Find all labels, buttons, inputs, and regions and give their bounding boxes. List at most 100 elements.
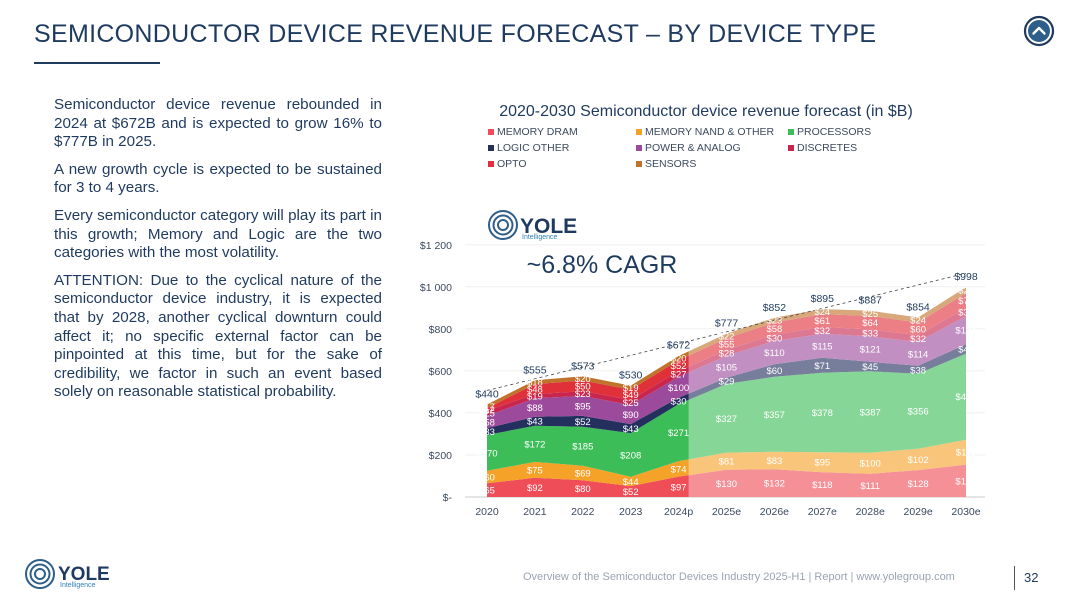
total-label: $672 xyxy=(667,340,691,352)
data-label: $80 xyxy=(575,484,591,495)
total-label: $777 xyxy=(715,318,739,330)
page-title: SEMICONDUCTOR DEVICE REVENUE FORECAST – … xyxy=(34,20,877,48)
x-tick-label: 2030e xyxy=(951,506,980,518)
cagr-trend-line xyxy=(486,272,967,391)
legend-label: MEMORY NAND & OTHER xyxy=(645,126,775,138)
data-label: $55 xyxy=(719,340,735,351)
total-label: $998 xyxy=(954,271,978,283)
area-series xyxy=(487,344,966,435)
legend-swatch xyxy=(636,145,642,151)
data-label: $75 xyxy=(527,465,543,476)
footer-logo-sub: Intelligence xyxy=(60,582,96,589)
data-label: $19 xyxy=(527,392,543,403)
legend-swatch xyxy=(788,129,794,135)
page-number: 32 xyxy=(1024,570,1039,585)
data-label: $18 xyxy=(527,378,543,389)
data-label: $48 xyxy=(527,385,543,396)
data-label: $387 xyxy=(860,407,881,418)
data-label: $58 xyxy=(766,324,782,335)
data-label: $30 xyxy=(766,333,782,344)
data-label: $271 xyxy=(668,428,689,439)
legend-label: PROCESSORS xyxy=(797,126,871,138)
area-series xyxy=(487,308,966,416)
x-tick-label: 2022 xyxy=(571,506,595,518)
data-label: $95 xyxy=(814,458,830,469)
footer-logo-name: YOLE xyxy=(58,564,110,585)
total-label: $887 xyxy=(859,295,883,307)
data-label: $24 xyxy=(910,316,926,327)
data-label: $33 xyxy=(862,328,878,339)
data-label: $33 xyxy=(479,427,495,438)
data-label: $121 xyxy=(860,345,881,356)
scroll-up-button[interactable] xyxy=(1023,15,1055,47)
data-label: $52 xyxy=(623,487,639,498)
data-label: $92 xyxy=(527,483,543,494)
total-labels: $440 $555 $573 $530 $672 $777 $852 $895 $887 $854… xyxy=(475,271,978,400)
data-label: $25 xyxy=(862,309,878,320)
data-label: $25 xyxy=(623,398,639,409)
legend-label: POWER & ANALOG xyxy=(645,142,741,154)
data-label: $111 xyxy=(860,481,880,492)
data-label: $19 xyxy=(623,383,639,394)
data-label: $20 xyxy=(671,354,687,365)
stacked-areas xyxy=(487,287,966,497)
data-label: $118 xyxy=(812,480,832,491)
data-label: $83 xyxy=(766,456,782,467)
total-label: $852 xyxy=(763,302,787,314)
data-label: $38 xyxy=(910,365,926,376)
legend-swatch xyxy=(488,145,494,151)
legend-label: OPTO xyxy=(497,158,527,170)
yole-logo-icon xyxy=(25,559,55,589)
data-label: $356 xyxy=(908,407,929,418)
watermark-logo-name: YOLE xyxy=(520,215,577,238)
cagr-annotation: ~6.8% CAGR xyxy=(527,251,678,279)
data-label: $20 xyxy=(575,374,591,385)
data-label: $65 xyxy=(479,486,495,497)
data-label: $90 xyxy=(623,410,639,421)
yole-logo-icon xyxy=(488,210,518,240)
data-label: $29 xyxy=(719,376,735,387)
data-label: $44 xyxy=(623,477,639,488)
data-label: $114 xyxy=(908,349,928,360)
footer-logo[interactable]: YOLE Intelligence xyxy=(24,558,124,597)
data-label: $22 xyxy=(719,331,735,342)
data-label: $132 xyxy=(764,479,785,490)
legend-label: DISCRETES xyxy=(797,142,857,154)
data-label: $43 xyxy=(623,424,639,435)
data-label: $52 xyxy=(575,417,591,428)
data-label: $69 xyxy=(575,468,591,479)
data-label: $95 xyxy=(575,401,591,412)
legend-label: SENSORS xyxy=(645,158,696,170)
total-label: $895 xyxy=(811,293,835,305)
data-label: $154 xyxy=(955,476,976,487)
data-label: $61 xyxy=(814,316,830,327)
data-label: $32 xyxy=(814,326,830,337)
x-tick-label: 2025e xyxy=(712,506,741,518)
data-label: $25 xyxy=(479,409,495,420)
y-tick-label: $1 000 xyxy=(420,282,452,294)
data-label: $17 xyxy=(479,402,495,413)
data-label: $49 xyxy=(623,390,639,401)
data-label: $128 xyxy=(908,479,929,490)
x-tick-label: 2028e xyxy=(856,506,885,518)
data-label: $102 xyxy=(908,455,929,466)
legend-swatch xyxy=(488,129,494,135)
y-tick-label: $800 xyxy=(429,324,453,336)
data-label: $208 xyxy=(620,450,641,461)
x-tick-label: 2029e xyxy=(903,506,932,518)
yole-footer-logo: YOLE Intelligence xyxy=(25,559,110,589)
x-tick-label: 2020 xyxy=(475,506,499,518)
x-axis: 2020 2021 2022 2023 2024p 2025e 2026e 2027e 2028… xyxy=(475,506,980,518)
data-label: $74 xyxy=(671,464,687,475)
total-label: $573 xyxy=(571,361,595,373)
area-series xyxy=(487,464,966,497)
data-label: $105 xyxy=(716,362,737,373)
data-label: $71 xyxy=(958,296,974,307)
y-tick-label: $200 xyxy=(429,450,453,462)
legend-swatch xyxy=(488,161,494,167)
data-label: $50 xyxy=(575,381,591,392)
data-label: $27 xyxy=(671,369,687,380)
data-label: $100 xyxy=(668,383,689,394)
area-series xyxy=(487,293,966,411)
area-series xyxy=(487,316,966,429)
